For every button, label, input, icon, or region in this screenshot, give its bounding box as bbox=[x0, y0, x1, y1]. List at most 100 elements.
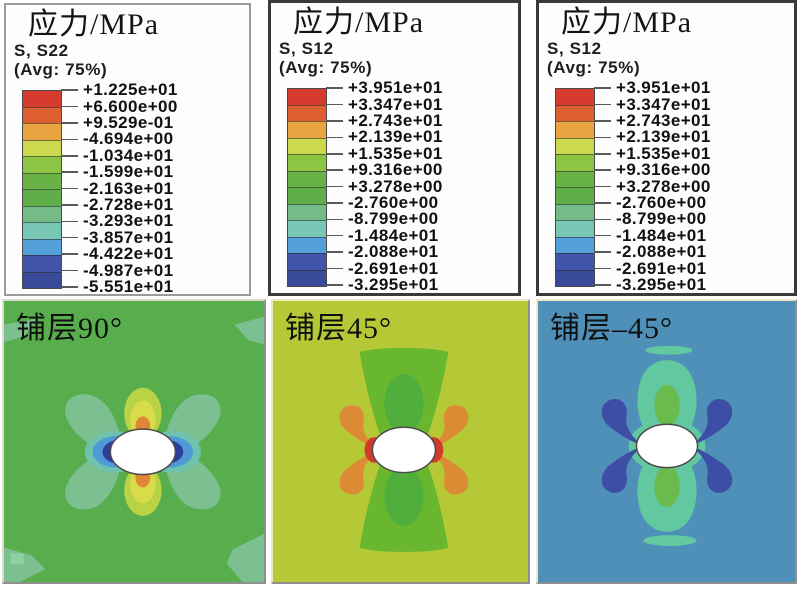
tick-row: -4.694e+00 bbox=[61, 129, 178, 149]
tick-line bbox=[61, 171, 78, 173]
colorbar-ticks-2: +3.951e+01 +3.347e+01 +2.743e+01 +2.139e+01… bbox=[326, 78, 443, 293]
tick-value: -1.484e+01 bbox=[348, 225, 439, 245]
tick-value: +3.347e+01 bbox=[616, 94, 711, 114]
tick-value: +3.347e+01 bbox=[348, 94, 443, 114]
colorbar-3 bbox=[555, 88, 595, 287]
tick-line bbox=[61, 187, 78, 190]
colorbar-band bbox=[23, 106, 61, 124]
inner-green-lobe-top bbox=[384, 373, 424, 434]
corner-patch bbox=[4, 318, 38, 343]
tick-value: +3.278e+00 bbox=[616, 176, 711, 196]
colorbar-band bbox=[23, 156, 61, 173]
tick-value: +3.278e+00 bbox=[348, 176, 443, 196]
component-label-2: S, S12 bbox=[279, 39, 334, 58]
tick-row: +3.951e+01 bbox=[594, 78, 711, 97]
colorbar-band bbox=[23, 189, 61, 206]
colorbar-band bbox=[556, 137, 594, 155]
tick-value: -4.987e+01 bbox=[83, 260, 174, 280]
tick-value: +2.743e+01 bbox=[348, 110, 443, 130]
tick-line bbox=[61, 138, 78, 141]
tick-line bbox=[326, 202, 343, 204]
tick-row: -2.691e+01 bbox=[594, 259, 711, 278]
tick-row: +3.347e+01 bbox=[594, 94, 711, 114]
tick-value: -4.694e+00 bbox=[83, 129, 174, 149]
tick-row: -3.293e+01 bbox=[61, 211, 178, 230]
butterfly-wing-left bbox=[65, 394, 124, 510]
tick-line bbox=[594, 218, 611, 221]
tick-line bbox=[326, 218, 343, 221]
component-label-3: S, S12 bbox=[547, 39, 602, 58]
tick-row: +3.278e+00 bbox=[326, 176, 443, 196]
ply-label-1: 铺层90° bbox=[16, 312, 123, 345]
tick-line bbox=[326, 153, 343, 155]
ply-label-2: 铺层45° bbox=[285, 312, 392, 345]
colorbar-band bbox=[23, 91, 61, 107]
tick-value: +9.316e+00 bbox=[616, 160, 711, 180]
corner-patch bbox=[234, 316, 264, 345]
tick-row: -8.799e+00 bbox=[594, 209, 711, 229]
colorbar-band bbox=[556, 170, 594, 188]
tick-row: +2.139e+01 bbox=[326, 127, 443, 146]
tick-row: -3.857e+01 bbox=[61, 228, 178, 247]
contour-panel-1: 铺层90° bbox=[2, 299, 266, 584]
contour-svg-2 bbox=[273, 301, 528, 582]
tick-line bbox=[594, 202, 611, 204]
tick-line bbox=[326, 103, 343, 106]
tick-line bbox=[326, 87, 343, 89]
tick-line bbox=[61, 105, 78, 108]
hole bbox=[371, 426, 437, 474]
tick-value: -3.295e+01 bbox=[616, 274, 707, 294]
tick-line bbox=[61, 286, 78, 288]
colorbar-band bbox=[23, 238, 61, 256]
colorbar-band bbox=[288, 121, 326, 138]
indigo-wing-left bbox=[601, 398, 643, 493]
corner-patch bbox=[226, 533, 264, 582]
tick-line bbox=[594, 169, 611, 171]
indigo-wing-right bbox=[691, 398, 733, 493]
avg-label-3: (Avg: 75%) bbox=[547, 57, 641, 77]
colorbar-band bbox=[556, 220, 594, 237]
tick-value: -2.691e+01 bbox=[348, 258, 439, 278]
tick-row: +3.951e+01 bbox=[326, 78, 443, 97]
tick-line bbox=[326, 267, 343, 270]
tick-row: +9.316e+00 bbox=[326, 160, 443, 179]
stress-axis-title-1: 应力/MPa bbox=[28, 8, 160, 41]
colorbar-band bbox=[288, 203, 326, 221]
tick-row: -2.760e+00 bbox=[594, 192, 711, 212]
tick-row: +6.600e+00 bbox=[61, 97, 178, 116]
tick-value: -2.760e+00 bbox=[616, 192, 707, 212]
tick-row: -4.987e+01 bbox=[61, 260, 178, 280]
tick-row: -1.484e+01 bbox=[326, 225, 443, 245]
colorbar-band bbox=[288, 187, 326, 204]
tick-value: -2.088e+01 bbox=[616, 242, 707, 262]
tick-line bbox=[326, 169, 343, 171]
colorbar-legend-2: +3.951e+01 +3.347e+01 +2.743e+01 +2.139e+01… bbox=[287, 78, 518, 293]
colorbar-band bbox=[288, 89, 326, 105]
tick-line bbox=[594, 153, 611, 155]
tick-row: +2.743e+01 bbox=[594, 111, 711, 130]
colorbar-band bbox=[288, 170, 326, 188]
avg-label-2: (Avg: 75%) bbox=[279, 57, 373, 77]
tick-line bbox=[594, 87, 611, 89]
tick-value: +1.535e+01 bbox=[348, 143, 443, 163]
tick-row: -2.088e+01 bbox=[594, 242, 711, 262]
tick-line bbox=[594, 234, 611, 237]
tick-value: -2.760e+00 bbox=[348, 192, 439, 212]
avg-label-1: (Avg: 75%) bbox=[14, 59, 108, 79]
colorbar-band bbox=[23, 139, 61, 157]
tick-row: -2.088e+01 bbox=[326, 242, 443, 261]
tick-row: -5.551e+01 bbox=[61, 276, 178, 296]
tick-line bbox=[61, 122, 78, 124]
colorbar-band bbox=[23, 205, 61, 223]
tick-value: +1.535e+01 bbox=[616, 143, 711, 163]
colorbar-band bbox=[556, 121, 594, 138]
tick-line bbox=[326, 120, 343, 122]
colorbar-band bbox=[288, 236, 326, 254]
tick-line bbox=[326, 185, 343, 188]
hole bbox=[635, 423, 699, 469]
tick-value: -5.551e+01 bbox=[83, 276, 174, 296]
green-lobe-bottom bbox=[654, 465, 680, 508]
tick-row: -3.295e+01 bbox=[594, 274, 711, 294]
tick-value: -8.799e+00 bbox=[616, 209, 707, 229]
tick-line bbox=[594, 267, 611, 270]
